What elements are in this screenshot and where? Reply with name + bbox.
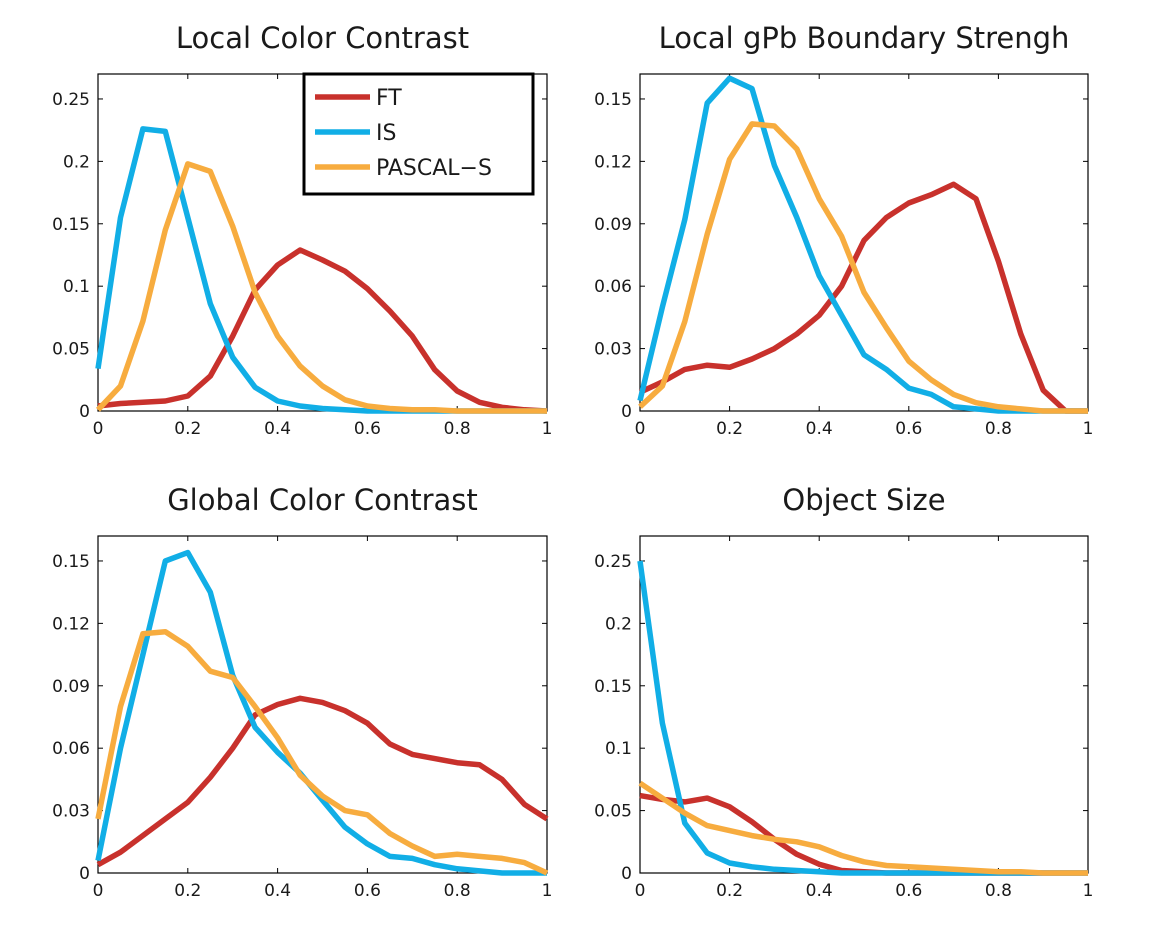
x-tick-label: 0 xyxy=(93,881,104,901)
x-tick-label: 0.8 xyxy=(985,419,1012,439)
legend: FT IS PASCAL−S xyxy=(302,72,535,196)
x-tick-label: 0.4 xyxy=(264,419,291,439)
y-tick-label: 0.15 xyxy=(52,552,90,572)
chart-title: Global Color Contrast xyxy=(167,483,478,517)
legend-label-pascal-s: PASCAL−S xyxy=(376,156,492,181)
x-tick-label: 1 xyxy=(542,881,553,901)
y-tick-label: 0.1 xyxy=(605,739,632,759)
axes-box xyxy=(639,535,1089,874)
x-tick-label: 0.2 xyxy=(716,881,743,901)
y-tick-label: 0.15 xyxy=(594,677,632,697)
x-tick-label: 0 xyxy=(635,881,646,901)
y-tick-label: 0.12 xyxy=(594,152,632,172)
y-tick-label: 0.06 xyxy=(594,277,632,297)
x-tick-label: 0 xyxy=(635,419,646,439)
y-tick-label: 0.03 xyxy=(594,340,632,360)
y-tick-label: 0.05 xyxy=(52,340,90,360)
y-tick-label: 0.25 xyxy=(52,90,90,110)
x-tick-label: 0.4 xyxy=(264,881,291,901)
x-tick-label: 1 xyxy=(542,419,553,439)
series-line-pascal-s xyxy=(638,121,1088,414)
series-line-ft xyxy=(97,247,548,414)
y-tick-label: 0 xyxy=(79,402,90,422)
series-line-pascal-s xyxy=(95,628,549,876)
y-tick-label: 0.05 xyxy=(594,802,632,822)
chart-panel-local-gpb-boundary-strengh: Local gPb Boundary Strengh 0 0.2 0.4 0.6 0.8 1… xyxy=(594,21,1093,439)
x-tick-label: 0.6 xyxy=(895,419,922,439)
x-tick-label: 0.6 xyxy=(354,419,381,439)
y-tick-label: 0.09 xyxy=(594,215,632,235)
y-tick-label: 0.25 xyxy=(594,552,632,572)
legend-label-is: IS xyxy=(376,121,396,146)
chart-panel-object-size: Object Size 0 0.2 0.4 0.6 0.8 1 0 0.05 0.1 0.15 0.2… xyxy=(594,483,1093,901)
chart-panel-global-color-contrast: Global Color Contrast 0 0.2 0.4 0.6 0.8 1 0 0.03… xyxy=(52,483,552,901)
y-tick-label: 0.2 xyxy=(605,614,632,634)
y-tick-label: 0 xyxy=(621,402,632,422)
series-line-pascal-s xyxy=(638,780,1088,876)
x-tick-label: 0.2 xyxy=(174,881,201,901)
x-tick-label: 0.6 xyxy=(354,881,381,901)
x-tick-label: 0.4 xyxy=(806,881,833,901)
x-tick-label: 0.2 xyxy=(174,419,201,439)
x-tick-label: 0.8 xyxy=(444,419,471,439)
x-tick-label: 0.2 xyxy=(716,419,743,439)
series-line-is xyxy=(637,75,1088,414)
x-tick-label: 0.8 xyxy=(985,881,1012,901)
x-tick-label: 0.4 xyxy=(806,419,833,439)
series-line-is xyxy=(95,549,547,876)
series-line-pascal-s xyxy=(96,161,547,414)
y-tick-label: 0.03 xyxy=(52,802,90,822)
y-tick-label: 0.2 xyxy=(63,152,90,172)
y-tick-label: 0.09 xyxy=(52,677,90,697)
x-tick-label: 1 xyxy=(1083,881,1094,901)
x-tick-label: 0 xyxy=(93,419,104,439)
y-tick-label: 0.12 xyxy=(52,614,90,634)
y-tick-label: 0 xyxy=(621,864,632,884)
x-tick-label: 0.6 xyxy=(895,881,922,901)
series-line-ft xyxy=(638,181,1088,414)
chart-title: Object Size xyxy=(782,483,945,517)
series-line-ft xyxy=(96,695,549,868)
legend-label-ft: FT xyxy=(376,86,402,111)
y-tick-label: 0.15 xyxy=(594,90,632,110)
y-tick-label: 0.06 xyxy=(52,739,90,759)
chart-title: Local Color Contrast xyxy=(176,21,469,55)
x-tick-label: 1 xyxy=(1083,419,1094,439)
y-tick-label: 0.15 xyxy=(52,215,90,235)
y-tick-label: 0.1 xyxy=(63,277,90,297)
y-tick-label: 0 xyxy=(79,864,90,884)
chart-title: Local gPb Boundary Strengh xyxy=(659,21,1070,55)
x-tick-label: 0.8 xyxy=(444,881,471,901)
